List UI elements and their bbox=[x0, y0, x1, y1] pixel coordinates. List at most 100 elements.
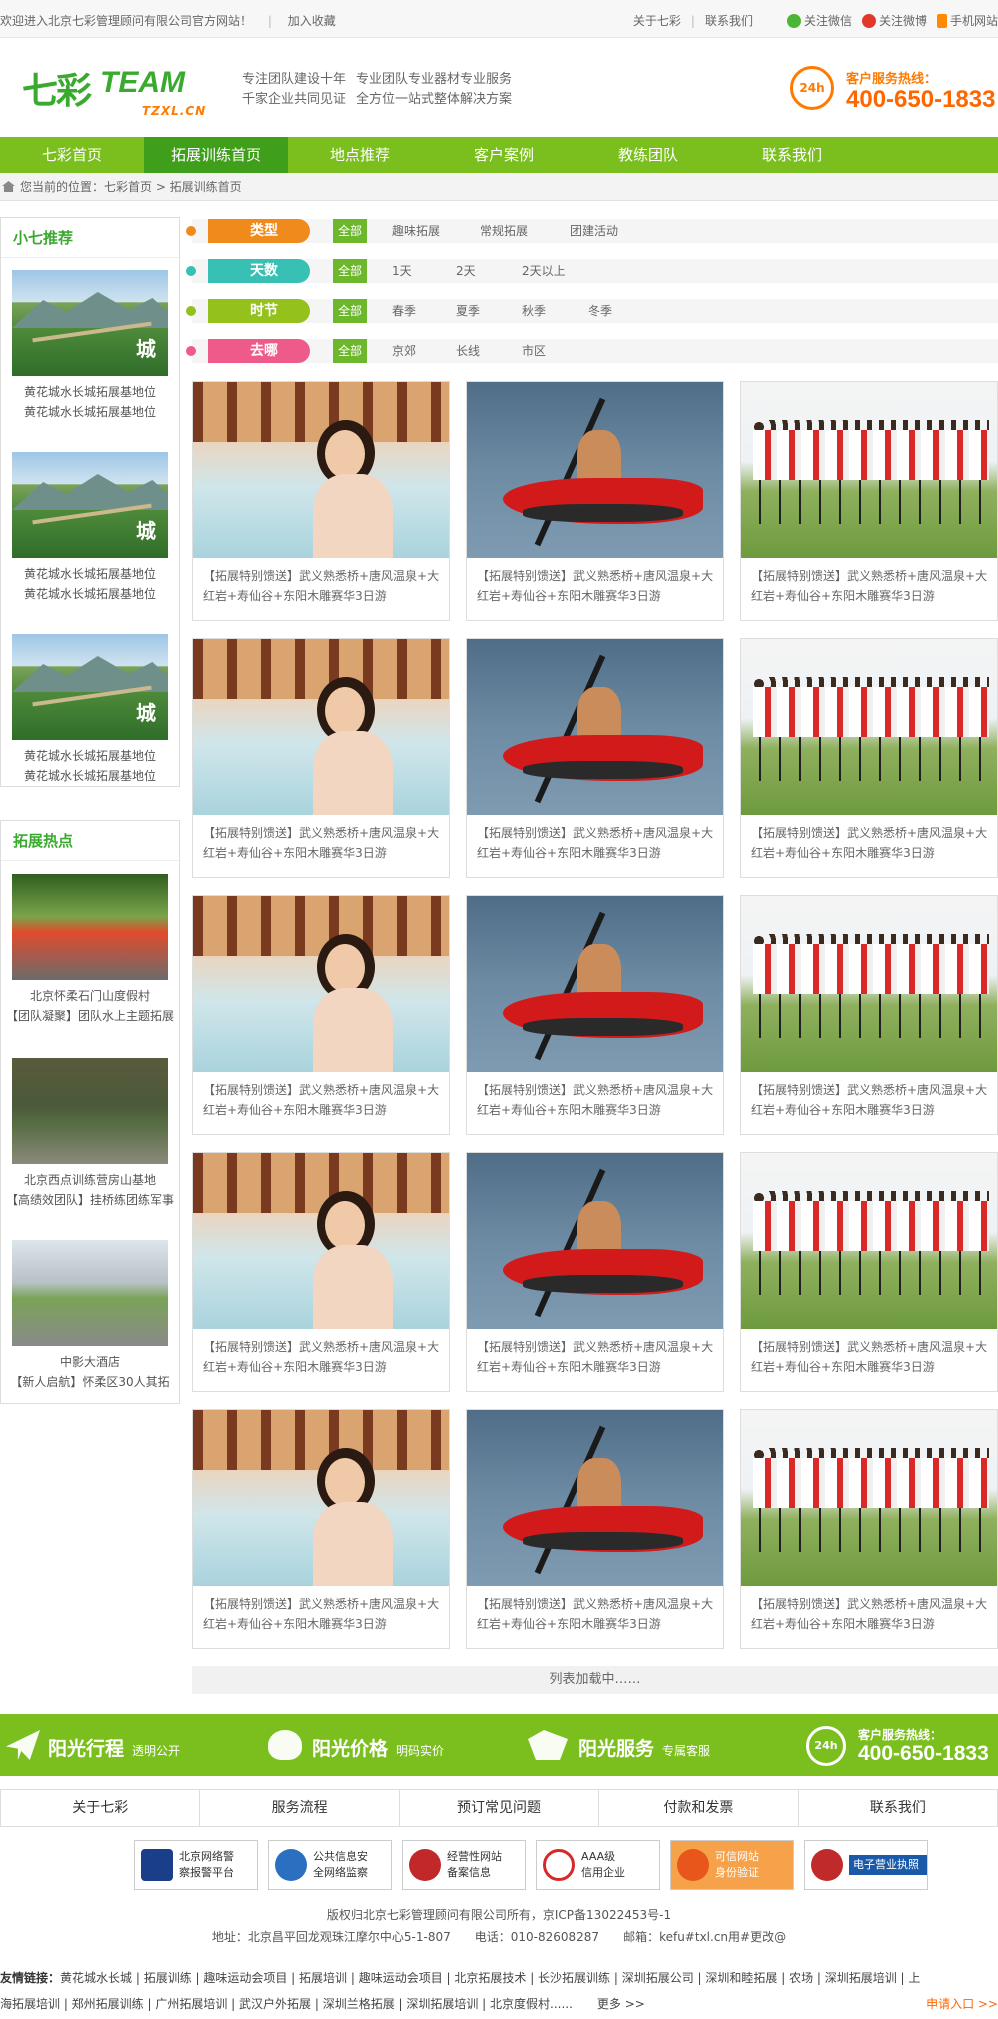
contact-link[interactable]: 联系我们 bbox=[704, 14, 753, 28]
tour-image[interactable] bbox=[193, 382, 449, 558]
hot-item[interactable]: 中影大酒店 【新人启航】怀柔区30人其拓 bbox=[0, 1240, 180, 1392]
tour-card[interactable]: 【拓展特别馈送】武义熟悉桥+唐风温泉+大 红岩+寿仙谷+东阳木雕赛华3日游 bbox=[740, 1409, 998, 1649]
tour-title[interactable]: 【拓展特别馈送】武义熟悉桥+唐风温泉+大 红岩+寿仙谷+东阳木雕赛华3日游 bbox=[203, 1083, 440, 1117]
hot-image[interactable] bbox=[12, 874, 168, 980]
filter-all[interactable]: 全部 bbox=[333, 339, 367, 363]
tour-title[interactable]: 【拓展特别馈送】武义熟悉桥+唐风温泉+大 红岩+寿仙谷+东阳木雕赛华3日游 bbox=[751, 1083, 988, 1117]
tour-title[interactable]: 【拓展特别馈送】武义熟悉桥+唐风温泉+大 红岩+寿仙谷+东阳木雕赛华3日游 bbox=[477, 1597, 714, 1631]
tour-title[interactable]: 【拓展特别馈送】武义熟悉桥+唐风温泉+大 红岩+寿仙谷+东阳木雕赛华3日游 bbox=[751, 569, 988, 603]
tour-card[interactable]: 【拓展特别馈送】武义熟悉桥+唐风温泉+大 红岩+寿仙谷+东阳木雕赛华3日游 bbox=[192, 381, 450, 621]
tour-title[interactable]: 【拓展特别馈送】武义熟悉桥+唐风温泉+大 红岩+寿仙谷+东阳木雕赛华3日游 bbox=[751, 1597, 988, 1631]
nav-locations[interactable]: 地点推荐 bbox=[329, 146, 390, 164]
tour-image[interactable] bbox=[193, 639, 449, 815]
tour-title[interactable]: 【拓展特别馈送】武义熟悉桥+唐风温泉+大 红岩+寿仙谷+东阳木雕赛华3日游 bbox=[203, 569, 440, 603]
apply-link[interactable]: 申请入口 >> bbox=[926, 1997, 998, 2011]
recommend-item[interactable]: 城 黄花城水长城拓展基地位 黄花城水长城拓展基地位 bbox=[0, 452, 180, 604]
tour-image[interactable] bbox=[467, 1153, 723, 1329]
filter-option[interactable]: 1天 bbox=[392, 264, 412, 278]
filter-option[interactable]: 2天以上 bbox=[522, 264, 566, 278]
tour-card[interactable]: 【拓展特别馈送】武义熟悉桥+唐风温泉+大 红岩+寿仙谷+东阳木雕赛华3日游 bbox=[740, 381, 998, 621]
bookmark-link[interactable]: 加入收藏 bbox=[287, 14, 336, 28]
tour-card[interactable]: 【拓展特别馈送】武义熟悉桥+唐风温泉+大 红岩+寿仙谷+东阳木雕赛华3日游 bbox=[192, 1152, 450, 1392]
tour-image[interactable] bbox=[741, 896, 997, 1072]
filter-option[interactable]: 团建活动 bbox=[570, 224, 619, 238]
hot-image[interactable] bbox=[12, 1240, 168, 1346]
tour-title[interactable]: 【拓展特别馈送】武义熟悉桥+唐风温泉+大 红岩+寿仙谷+东阳木雕赛华3日游 bbox=[477, 1340, 714, 1374]
filter-option[interactable]: 常规拓展 bbox=[480, 224, 529, 238]
tour-image[interactable] bbox=[741, 1410, 997, 1586]
filter-all[interactable]: 全部 bbox=[333, 259, 367, 283]
tour-card[interactable]: 【拓展特别馈送】武义熟悉桥+唐风温泉+大 红岩+寿仙谷+东阳木雕赛华3日游 bbox=[466, 1152, 724, 1392]
friend-links-row-2[interactable]: 海拓展培训 | 郑州拓展训练 | 广州拓展培训 | 武汉户外拓展 | 深圳兰格拓… bbox=[0, 1997, 645, 2011]
footer-contact[interactable]: 联系我们 bbox=[869, 1800, 926, 1816]
tour-title[interactable]: 【拓展特别馈送】武义熟悉桥+唐风温泉+大 红岩+寿仙谷+东阳木雕赛华3日游 bbox=[203, 1340, 440, 1374]
tour-title[interactable]: 【拓展特别馈送】武义熟悉桥+唐风温泉+大 红岩+寿仙谷+东阳木雕赛华3日游 bbox=[203, 826, 440, 860]
tour-card[interactable]: 【拓展特别馈送】武义熟悉桥+唐风温泉+大 红岩+寿仙谷+东阳木雕赛华3日游 bbox=[740, 895, 998, 1135]
mobile-link[interactable]: 手机网站 bbox=[936, 12, 998, 29]
tour-image[interactable] bbox=[467, 896, 723, 1072]
badge-security[interactable]: 公共信息安 全网络监察 bbox=[268, 1840, 392, 1890]
badge-trusted[interactable]: 可信网站 身份验证 bbox=[670, 1840, 794, 1890]
hot-item[interactable]: 北京怀柔石门山度假村 【团队凝聚】团队水上主题拓展 bbox=[0, 874, 180, 1026]
filter-option[interactable]: 2天 bbox=[456, 264, 476, 278]
wechat-link[interactable]: 关注微信 bbox=[786, 12, 852, 29]
tour-image[interactable] bbox=[741, 382, 997, 558]
badge-license[interactable]: 电子营业执照 bbox=[804, 1840, 928, 1890]
badge-police[interactable]: 北京网络警 察报警平台 bbox=[134, 1840, 258, 1890]
tour-title[interactable]: 【拓展特别馈送】武义熟悉桥+唐风温泉+大 红岩+寿仙谷+东阳木雕赛华3日游 bbox=[751, 826, 988, 860]
nav-coaches[interactable]: 教练团队 bbox=[617, 146, 678, 164]
recommend-item[interactable]: 城 黄花城水长城拓展基地位 黄花城水长城拓展基地位 bbox=[0, 270, 180, 422]
about-link[interactable]: 关于七彩 bbox=[632, 14, 681, 28]
footer-about[interactable]: 关于七彩 bbox=[1, 1790, 201, 1826]
logo[interactable]: 七彩 TEAM TZXL.CN bbox=[22, 66, 207, 118]
tour-image[interactable] bbox=[467, 382, 723, 558]
tour-card[interactable]: 【拓展特别馈送】武义熟悉桥+唐风温泉+大 红岩+寿仙谷+东阳木雕赛华3日游 bbox=[466, 1409, 724, 1649]
tour-image[interactable] bbox=[193, 1153, 449, 1329]
footer-process[interactable]: 服务流程 bbox=[200, 1790, 400, 1826]
filter-option[interactable]: 夏季 bbox=[456, 304, 481, 318]
tour-image[interactable] bbox=[193, 1410, 449, 1586]
recommend-image[interactable]: 城 bbox=[12, 452, 168, 558]
recommend-image[interactable]: 城 bbox=[12, 634, 168, 740]
filter-option[interactable]: 春季 bbox=[392, 304, 417, 318]
tour-card[interactable]: 【拓展特别馈送】武义熟悉桥+唐风温泉+大 红岩+寿仙谷+东阳木雕赛华3日游 bbox=[192, 638, 450, 878]
hot-item[interactable]: 北京西点训练营房山基地 【高绩效团队】挂桥练团练军事 bbox=[0, 1058, 180, 1210]
tour-card[interactable]: 【拓展特别馈送】武义熟悉桥+唐风温泉+大 红岩+寿仙谷+东阳木雕赛华3日游 bbox=[192, 895, 450, 1135]
badge-icp[interactable]: 经营性网站 备案信息 bbox=[402, 1840, 526, 1890]
nav-contact[interactable]: 联系我们 bbox=[761, 146, 822, 164]
hot-image[interactable] bbox=[12, 1058, 168, 1164]
nav-home[interactable]: 七彩首页 bbox=[41, 146, 102, 164]
tour-card[interactable]: 【拓展特别馈送】武义熟悉桥+唐风温泉+大 红岩+寿仙谷+东阳木雕赛华3日游 bbox=[466, 638, 724, 878]
tour-title[interactable]: 【拓展特别馈送】武义熟悉桥+唐风温泉+大 红岩+寿仙谷+东阳木雕赛华3日游 bbox=[203, 1597, 440, 1631]
tour-card[interactable]: 【拓展特别馈送】武义熟悉桥+唐风温泉+大 红岩+寿仙谷+东阳木雕赛华3日游 bbox=[466, 895, 724, 1135]
friend-links-row-1[interactable]: 黄花城水长城 | 拓展训练 | 趣味运动会项目 | 拓展培训 | 趣味运动会项目… bbox=[60, 1971, 921, 1985]
tour-card[interactable]: 【拓展特别馈送】武义熟悉桥+唐风温泉+大 红岩+寿仙谷+东阳木雕赛华3日游 bbox=[740, 638, 998, 878]
tour-card[interactable]: 【拓展特别馈送】武义熟悉桥+唐风温泉+大 红岩+寿仙谷+东阳木雕赛华3日游 bbox=[192, 1409, 450, 1649]
nav-cases[interactable]: 客户案例 bbox=[473, 146, 534, 164]
tour-card[interactable]: 【拓展特别馈送】武义熟悉桥+唐风温泉+大 红岩+寿仙谷+东阳木雕赛华3日游 bbox=[466, 381, 724, 621]
tour-image[interactable] bbox=[741, 1153, 997, 1329]
tour-title[interactable]: 【拓展特别馈送】武义熟悉桥+唐风温泉+大 红岩+寿仙谷+东阳木雕赛华3日游 bbox=[477, 1083, 714, 1117]
tour-image[interactable] bbox=[193, 896, 449, 1072]
tour-image[interactable] bbox=[467, 1410, 723, 1586]
filter-option[interactable]: 市区 bbox=[522, 344, 547, 358]
filter-option[interactable]: 秋季 bbox=[522, 304, 547, 318]
filter-option[interactable]: 冬季 bbox=[588, 304, 613, 318]
filter-all[interactable]: 全部 bbox=[333, 299, 367, 323]
filter-option[interactable]: 京郊 bbox=[392, 344, 417, 358]
tour-card[interactable]: 【拓展特别馈送】武义熟悉桥+唐风温泉+大 红岩+寿仙谷+东阳木雕赛华3日游 bbox=[740, 1152, 998, 1392]
filter-option[interactable]: 长线 bbox=[456, 344, 481, 358]
badge-credit[interactable]: AAA级 信用企业 bbox=[536, 1840, 660, 1890]
filter-option[interactable]: 趣味拓展 bbox=[392, 224, 441, 238]
tour-title[interactable]: 【拓展特别馈送】武义熟悉桥+唐风温泉+大 红岩+寿仙谷+东阳木雕赛华3日游 bbox=[751, 1340, 988, 1374]
footer-payment[interactable]: 付款和发票 bbox=[599, 1790, 799, 1826]
tour-title[interactable]: 【拓展特别馈送】武义熟悉桥+唐风温泉+大 红岩+寿仙谷+东阳木雕赛华3日游 bbox=[477, 826, 714, 860]
recommend-image[interactable]: 城 bbox=[12, 270, 168, 376]
nav-training[interactable]: 拓展训练首页 bbox=[144, 137, 288, 173]
weibo-link[interactable]: 关注微博 bbox=[861, 12, 927, 29]
recommend-item[interactable]: 城 黄花城水长城拓展基地位 黄花城水长城拓展基地位 bbox=[0, 634, 180, 786]
filter-all[interactable]: 全部 bbox=[333, 219, 367, 243]
tour-image[interactable] bbox=[467, 639, 723, 815]
tour-image[interactable] bbox=[741, 639, 997, 815]
tour-title[interactable]: 【拓展特别馈送】武义熟悉桥+唐风温泉+大 红岩+寿仙谷+东阳木雕赛华3日游 bbox=[477, 569, 714, 603]
